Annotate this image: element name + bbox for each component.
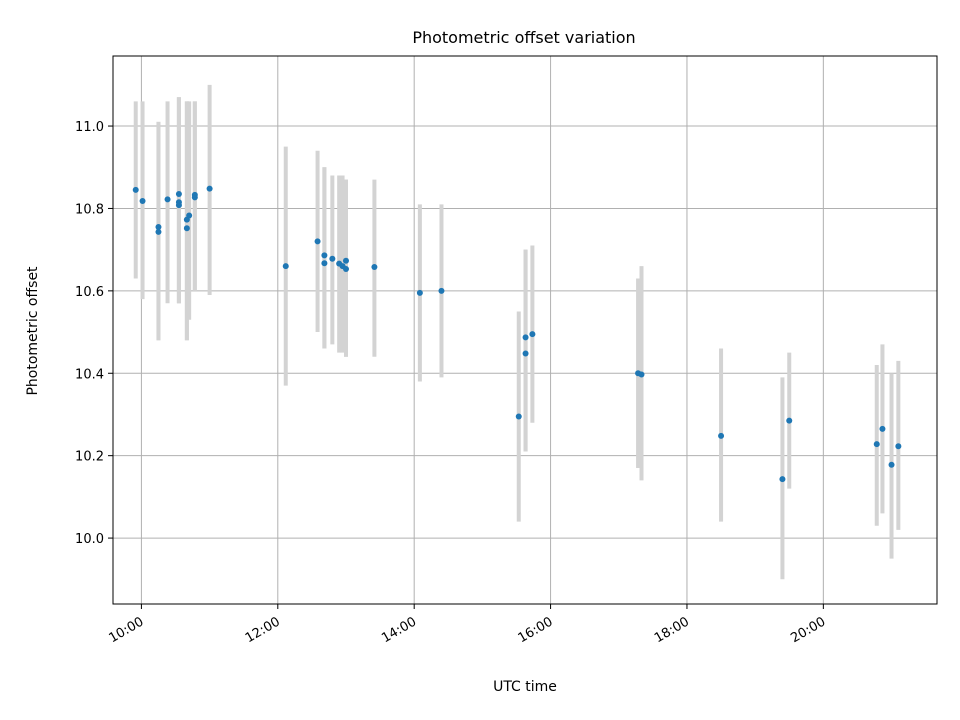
x-tick-label: 10:00 bbox=[106, 614, 146, 646]
data-point bbox=[529, 331, 536, 338]
y-axis-label: Photometric offset bbox=[25, 266, 41, 396]
data-point bbox=[522, 334, 529, 341]
x-tick-label: 12:00 bbox=[243, 614, 283, 646]
x-tick-label: 14:00 bbox=[379, 614, 419, 646]
y-tick-label: 10.2 bbox=[75, 450, 104, 465]
data-point bbox=[155, 223, 162, 230]
error-bars bbox=[133, 84, 901, 580]
data-point bbox=[314, 238, 321, 245]
data-point bbox=[371, 263, 378, 270]
data-point bbox=[342, 266, 349, 273]
data-point bbox=[175, 191, 182, 198]
data-point bbox=[895, 443, 902, 450]
data-point bbox=[183, 225, 190, 232]
data-point bbox=[155, 228, 162, 235]
y-tick-label: 11.0 bbox=[75, 120, 104, 135]
data-point bbox=[186, 212, 193, 219]
y-axis-ticks: 10.0 10.2 10.4 10.6 10.8 11.0 bbox=[75, 120, 113, 547]
data-point bbox=[321, 252, 328, 259]
x-tick-label: 16:00 bbox=[516, 614, 556, 646]
data-point bbox=[438, 287, 445, 294]
y-tick-label: 10.6 bbox=[75, 285, 104, 300]
data-point bbox=[342, 257, 349, 264]
y-tick-label: 10.4 bbox=[75, 367, 104, 382]
plot-area-frame bbox=[112, 55, 938, 605]
x-tick-label: 20:00 bbox=[788, 614, 828, 646]
data-point bbox=[175, 202, 182, 209]
data-point bbox=[282, 263, 289, 270]
data-point bbox=[779, 476, 786, 483]
data-point bbox=[139, 198, 146, 205]
data-point bbox=[164, 196, 171, 203]
data-point bbox=[786, 417, 793, 424]
data-point bbox=[873, 441, 880, 448]
data-point bbox=[321, 260, 328, 267]
x-axis-label: UTC time bbox=[493, 679, 557, 695]
data-point bbox=[522, 350, 529, 357]
data-point bbox=[416, 289, 423, 296]
data-point bbox=[879, 425, 886, 432]
y-tick-label: 10.0 bbox=[75, 532, 104, 547]
data-point bbox=[515, 413, 522, 420]
y-tick-label: 10.8 bbox=[75, 202, 104, 217]
data-point bbox=[888, 461, 895, 468]
data-point bbox=[638, 371, 645, 378]
data-point bbox=[206, 185, 213, 192]
data-point bbox=[132, 186, 139, 193]
data-point bbox=[718, 432, 725, 439]
x-tick-label: 18:00 bbox=[652, 614, 692, 646]
chart-title: Photometric offset variation bbox=[412, 28, 635, 47]
data-point bbox=[191, 191, 198, 198]
data-point bbox=[329, 255, 336, 262]
x-axis-ticks: 10:00 12:00 14:00 16:00 18:00 20:00 bbox=[106, 604, 828, 646]
data-points bbox=[132, 185, 902, 483]
